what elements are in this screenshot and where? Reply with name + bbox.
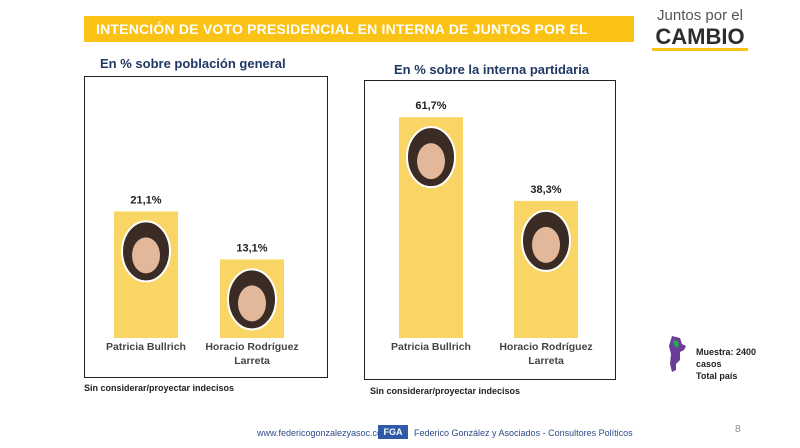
sample-info: Muestra: 2400 casos Total país <box>664 334 784 381</box>
category-label-1-0: Patricia Bullrich <box>391 341 471 353</box>
right-panel-title: En % sobre la interna partidaria <box>394 62 590 77</box>
candidate-face-1-0 <box>417 143 445 180</box>
data-label-1-0: 61,7% <box>415 100 446 112</box>
left-panel-title: En % sobre población general <box>100 56 286 71</box>
category-label-1-1: Horacio Rodríguez <box>499 341 592 353</box>
argentina-map-icon <box>669 336 686 372</box>
footer-website[interactable]: www.federicogonzalezyasoc.com <box>257 428 390 438</box>
candidate-face-1-1 <box>532 226 560 263</box>
chart-title-bar: INTENCIÓN DE VOTO PRESIDENCIAL EN INTERN… <box>84 16 634 63</box>
data-label-0-0: 21,1% <box>130 194 161 206</box>
chart-main-title: INTENCIÓN DE VOTO PRESIDENCIAL EN INTERN… <box>96 21 588 63</box>
logo-top-text: Juntos por el <box>657 7 743 24</box>
category-label-0-1-line2: Larreta <box>234 355 270 367</box>
candidate-face-0-0 <box>132 237 160 274</box>
page-number: 8 <box>735 424 741 435</box>
data-label-0-1: 13,1% <box>236 242 267 254</box>
sample-size: Muestra: 2400 casos <box>696 347 757 369</box>
juntos-por-el-cambio-logo: Juntos por el CAMBIO <box>652 8 748 52</box>
candidate-face-0-1 <box>238 285 266 322</box>
left-note: Sin considerar/proyectar indecisos <box>84 383 235 393</box>
footer-company: Federico González y Asociados - Consulto… <box>414 428 633 438</box>
fga-logo: FGA <box>378 425 408 439</box>
right-note: Sin considerar/proyectar indecisos <box>370 386 521 396</box>
logo-bottom-text: CAMBIO <box>652 26 748 51</box>
sample-scope: Total país <box>696 371 738 381</box>
category-label-0-1: Horacio Rodríguez <box>205 341 298 353</box>
category-label-0-0: Patricia Bullrich <box>106 341 186 353</box>
category-label-1-1-line2: Larreta <box>528 355 564 367</box>
data-label-1-1: 38,3% <box>530 184 561 196</box>
